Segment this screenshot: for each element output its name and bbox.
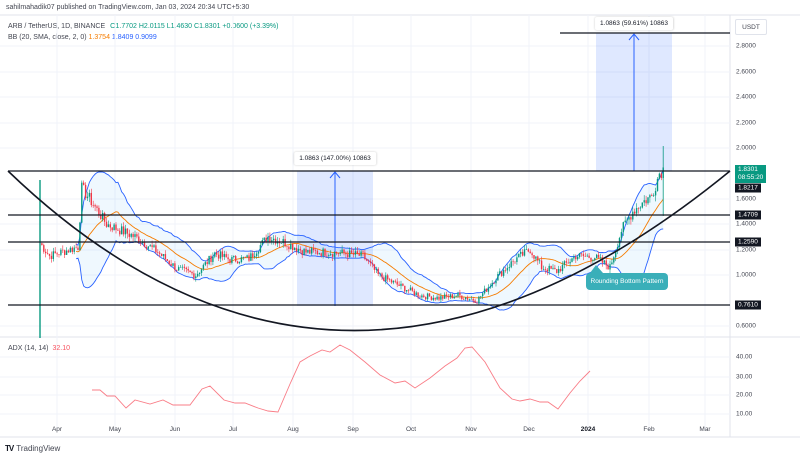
time-axis-label: Aug — [287, 426, 299, 433]
bb-lower-line — [75, 228, 664, 311]
time-axis-label: Feb — [643, 426, 655, 433]
bb-upper-line — [75, 169, 664, 295]
level-price-tag: 0.7610 — [735, 300, 761, 310]
bb-basis: 1.3754 — [88, 34, 110, 41]
adx-axis-label: 20.00 — [736, 391, 753, 399]
time-axis-label: Apr — [51, 426, 63, 433]
price-axis-label: 0.6000 — [736, 322, 756, 330]
level-price-tag: 1.4709 — [735, 210, 761, 220]
time-axis-label: 2024 — [580, 426, 596, 433]
adx-line — [92, 344, 591, 413]
measure-label: 1.0863 (147.00%) 10863 — [294, 152, 376, 165]
price-axis-label: 1.6000 — [736, 195, 756, 203]
brand-name: TradingView — [16, 444, 61, 453]
time-axis-label: May — [108, 426, 122, 433]
rounding-bottom-curve — [7, 170, 731, 332]
bb-basis-line — [76, 198, 664, 299]
time-axis-label: Nov — [465, 426, 477, 433]
bb-upper: 1.8409 — [111, 34, 134, 41]
price-axis-label: 2.2000 — [736, 119, 756, 127]
time-axis-label: Oct — [405, 426, 417, 433]
time-axis-label: Dec — [523, 426, 535, 433]
price-axis-label: 1.2000 — [736, 246, 756, 254]
time-axis-label: Mar — [699, 426, 711, 433]
level-price-tag: 1.2590 — [735, 237, 761, 247]
publisher-line: sahilmahadik07 published on TradingView.… — [6, 4, 250, 11]
time-axis-label: Sep — [347, 426, 359, 433]
adx-axis-label: 30.00 — [736, 373, 753, 381]
adx-axis-label: 40.00 — [736, 353, 753, 361]
price-axis-label: 2.8000 — [736, 42, 756, 50]
bb-fill — [76, 169, 664, 311]
time-axis-label: Jul — [228, 426, 238, 433]
arrow-head-icon — [329, 171, 341, 179]
adx-value: 32.10 — [52, 345, 70, 352]
bb-lower: 0.9099 — [135, 34, 157, 41]
bb-legend: BB (20, SMA, close, 2, 0) 1.3754 1.8409 … — [8, 34, 157, 41]
measure-label: 1.0863 (59.61%) 10863 — [595, 17, 673, 30]
ohlc-values: O1.7702 H2.0115 L1.4630 C1.8301 +0.0600 … — [110, 23, 279, 30]
time-axis-label: Jun — [169, 426, 181, 433]
price-axis-label: 2.0000 — [736, 144, 756, 152]
adx-label[interactable]: ADX (14, 14) — [8, 345, 49, 352]
callout-pointer — [590, 265, 603, 273]
rounding-bottom-callout[interactable]: Rounding Bottom Pattern — [586, 273, 668, 290]
price-axis-label: 2.4000 — [736, 93, 756, 101]
tv-logo-icon: TV — [5, 444, 14, 453]
adx-axis-label: 10.00 — [736, 410, 753, 418]
level-price-tag: 1.8217 — [735, 183, 761, 193]
price-axis-label: 1.4000 — [736, 220, 756, 228]
current-price-tag: 1.8301 08:55:20 — [735, 165, 767, 183]
bb-label[interactable]: BB (20, SMA, close, 2, 0) — [8, 34, 87, 41]
adx-legend: ADX (14, 14) 32.10 — [8, 345, 70, 352]
price-axis-label: 2.6000 — [736, 68, 756, 76]
currency-button[interactable]: USDT — [735, 19, 767, 35]
price-axis-label: 1.0000 — [736, 271, 756, 279]
tradingview-logo[interactable]: TV TradingView — [5, 444, 60, 453]
arrow-head-icon — [628, 33, 640, 41]
